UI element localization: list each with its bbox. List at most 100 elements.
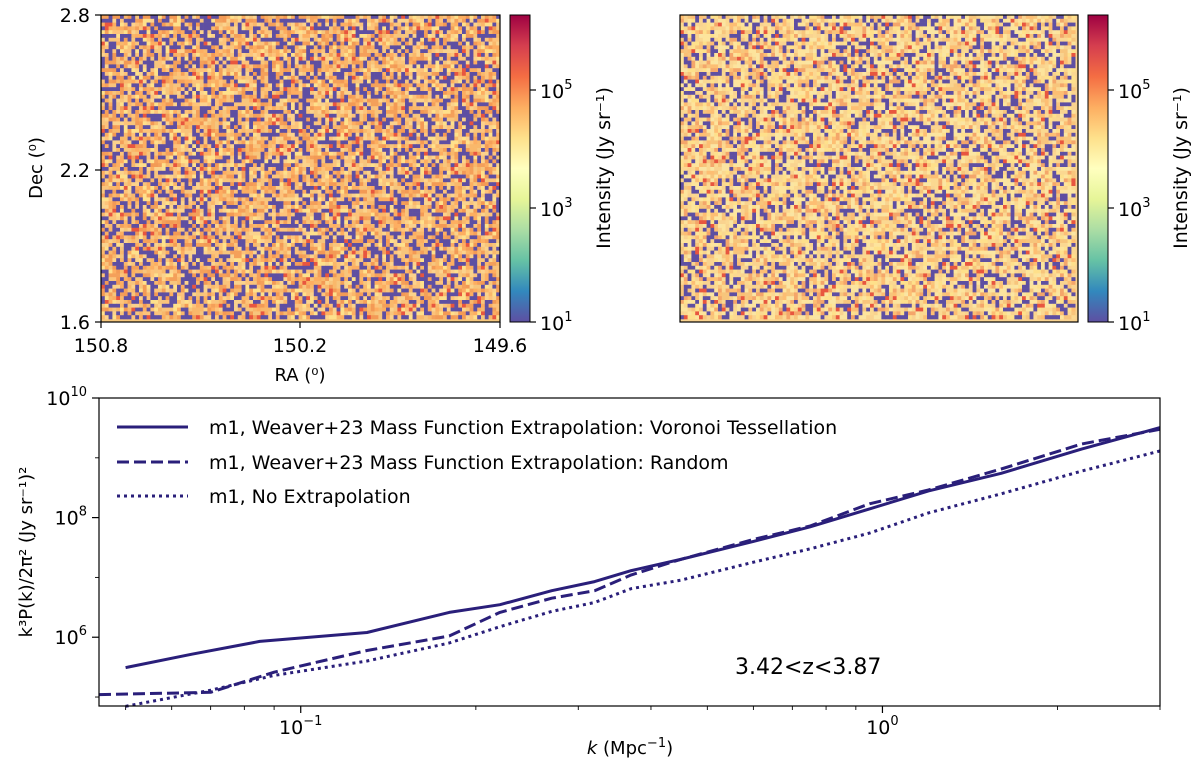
map-pixel — [340, 94, 345, 99]
map-pixel — [473, 110, 478, 115]
map-pixel — [199, 72, 204, 77]
map-pixel — [234, 45, 239, 50]
map-pixel — [382, 106, 387, 111]
map-pixel — [450, 178, 455, 183]
map-pixel — [313, 178, 318, 183]
map-pixel — [161, 49, 166, 54]
map-pixel — [340, 129, 345, 134]
map-pixel — [496, 110, 501, 115]
map-pixel — [363, 174, 368, 179]
map-pixel — [123, 30, 128, 35]
map-pixel — [146, 113, 151, 118]
map-pixel — [484, 18, 489, 23]
map-pixel — [450, 15, 455, 20]
map-pixel — [329, 151, 334, 156]
map-pixel — [241, 148, 246, 153]
map-pixel — [215, 94, 220, 99]
map-pixel — [283, 30, 288, 35]
map-pixel — [173, 22, 178, 27]
map-pixel — [211, 37, 216, 42]
map-pixel — [120, 189, 125, 194]
map-pixel — [374, 60, 379, 65]
map-pixel — [424, 22, 429, 27]
map-pixel — [344, 83, 349, 88]
map-pixel — [462, 170, 467, 175]
map-pixel — [249, 37, 254, 42]
map-pixel — [359, 53, 364, 58]
map-pixel — [496, 125, 501, 130]
map-pixel — [161, 75, 166, 80]
map-pixel — [439, 26, 444, 31]
map-pixel — [169, 144, 174, 149]
map-pixel — [351, 75, 356, 80]
map-pixel — [146, 140, 151, 145]
map-pixel — [245, 132, 250, 137]
map-pixel — [431, 121, 436, 126]
map-pixel — [150, 15, 155, 20]
map-pixel — [397, 117, 402, 122]
map-pixel — [275, 91, 280, 96]
map-pixel — [298, 159, 303, 164]
map-pixel — [101, 151, 106, 156]
map-pixel — [218, 75, 223, 80]
map-pixel — [465, 148, 470, 153]
map-pixel — [173, 91, 178, 96]
map-pixel — [177, 15, 182, 20]
map-pixel — [351, 15, 356, 20]
map-pixel — [336, 163, 341, 168]
map-pixel — [260, 186, 265, 191]
map-pixel — [317, 151, 322, 156]
map-pixel — [405, 155, 410, 160]
map-pixel — [302, 34, 307, 39]
map-pixel — [329, 60, 334, 65]
map-pixel — [150, 102, 155, 107]
map-pixel — [298, 45, 303, 50]
map-pixel — [469, 151, 474, 156]
map-pixel — [123, 148, 128, 153]
map-pixel — [108, 83, 113, 88]
map-pixel — [488, 15, 493, 20]
map-pixel — [264, 41, 269, 46]
map-pixel — [207, 170, 212, 175]
map-pixel — [173, 79, 178, 84]
map-pixel — [397, 189, 402, 194]
map-pixel — [139, 186, 144, 191]
map-pixel — [348, 186, 353, 191]
map-pixel — [165, 174, 170, 179]
map-pixel — [123, 167, 128, 172]
map-pixel — [401, 136, 406, 141]
map-pixel — [161, 60, 166, 65]
map-pixel — [416, 132, 421, 137]
map-pixel — [104, 72, 109, 77]
map-pixel — [340, 189, 345, 194]
map-pixel — [321, 140, 326, 145]
map-pixel — [112, 94, 117, 99]
map-pixel — [435, 113, 440, 118]
map-pixel — [161, 136, 166, 141]
map-pixel — [427, 64, 432, 69]
map-pixel — [123, 106, 128, 111]
map-pixel — [283, 193, 288, 198]
map-pixel — [450, 170, 455, 175]
map-pixel — [131, 64, 136, 69]
map-pixel — [104, 167, 109, 172]
map-pixel — [120, 178, 125, 183]
map-pixel — [218, 148, 223, 153]
map-pixel — [294, 159, 299, 164]
map-pixel — [135, 60, 140, 65]
map-pixel — [272, 129, 277, 134]
map-pixel — [158, 98, 163, 103]
map-pixel — [332, 22, 337, 27]
map-pixel — [165, 34, 170, 39]
map-pixel — [177, 56, 182, 61]
map-pixel — [146, 178, 151, 183]
map-pixel — [367, 117, 372, 122]
map-pixel — [169, 140, 174, 145]
map-pixel — [249, 94, 254, 99]
map-pixel — [180, 83, 185, 88]
map-pixel — [310, 144, 315, 149]
map-pixel — [378, 102, 383, 107]
map-pixel — [355, 98, 360, 103]
map-pixel — [275, 22, 280, 27]
map-pixel — [329, 22, 334, 27]
